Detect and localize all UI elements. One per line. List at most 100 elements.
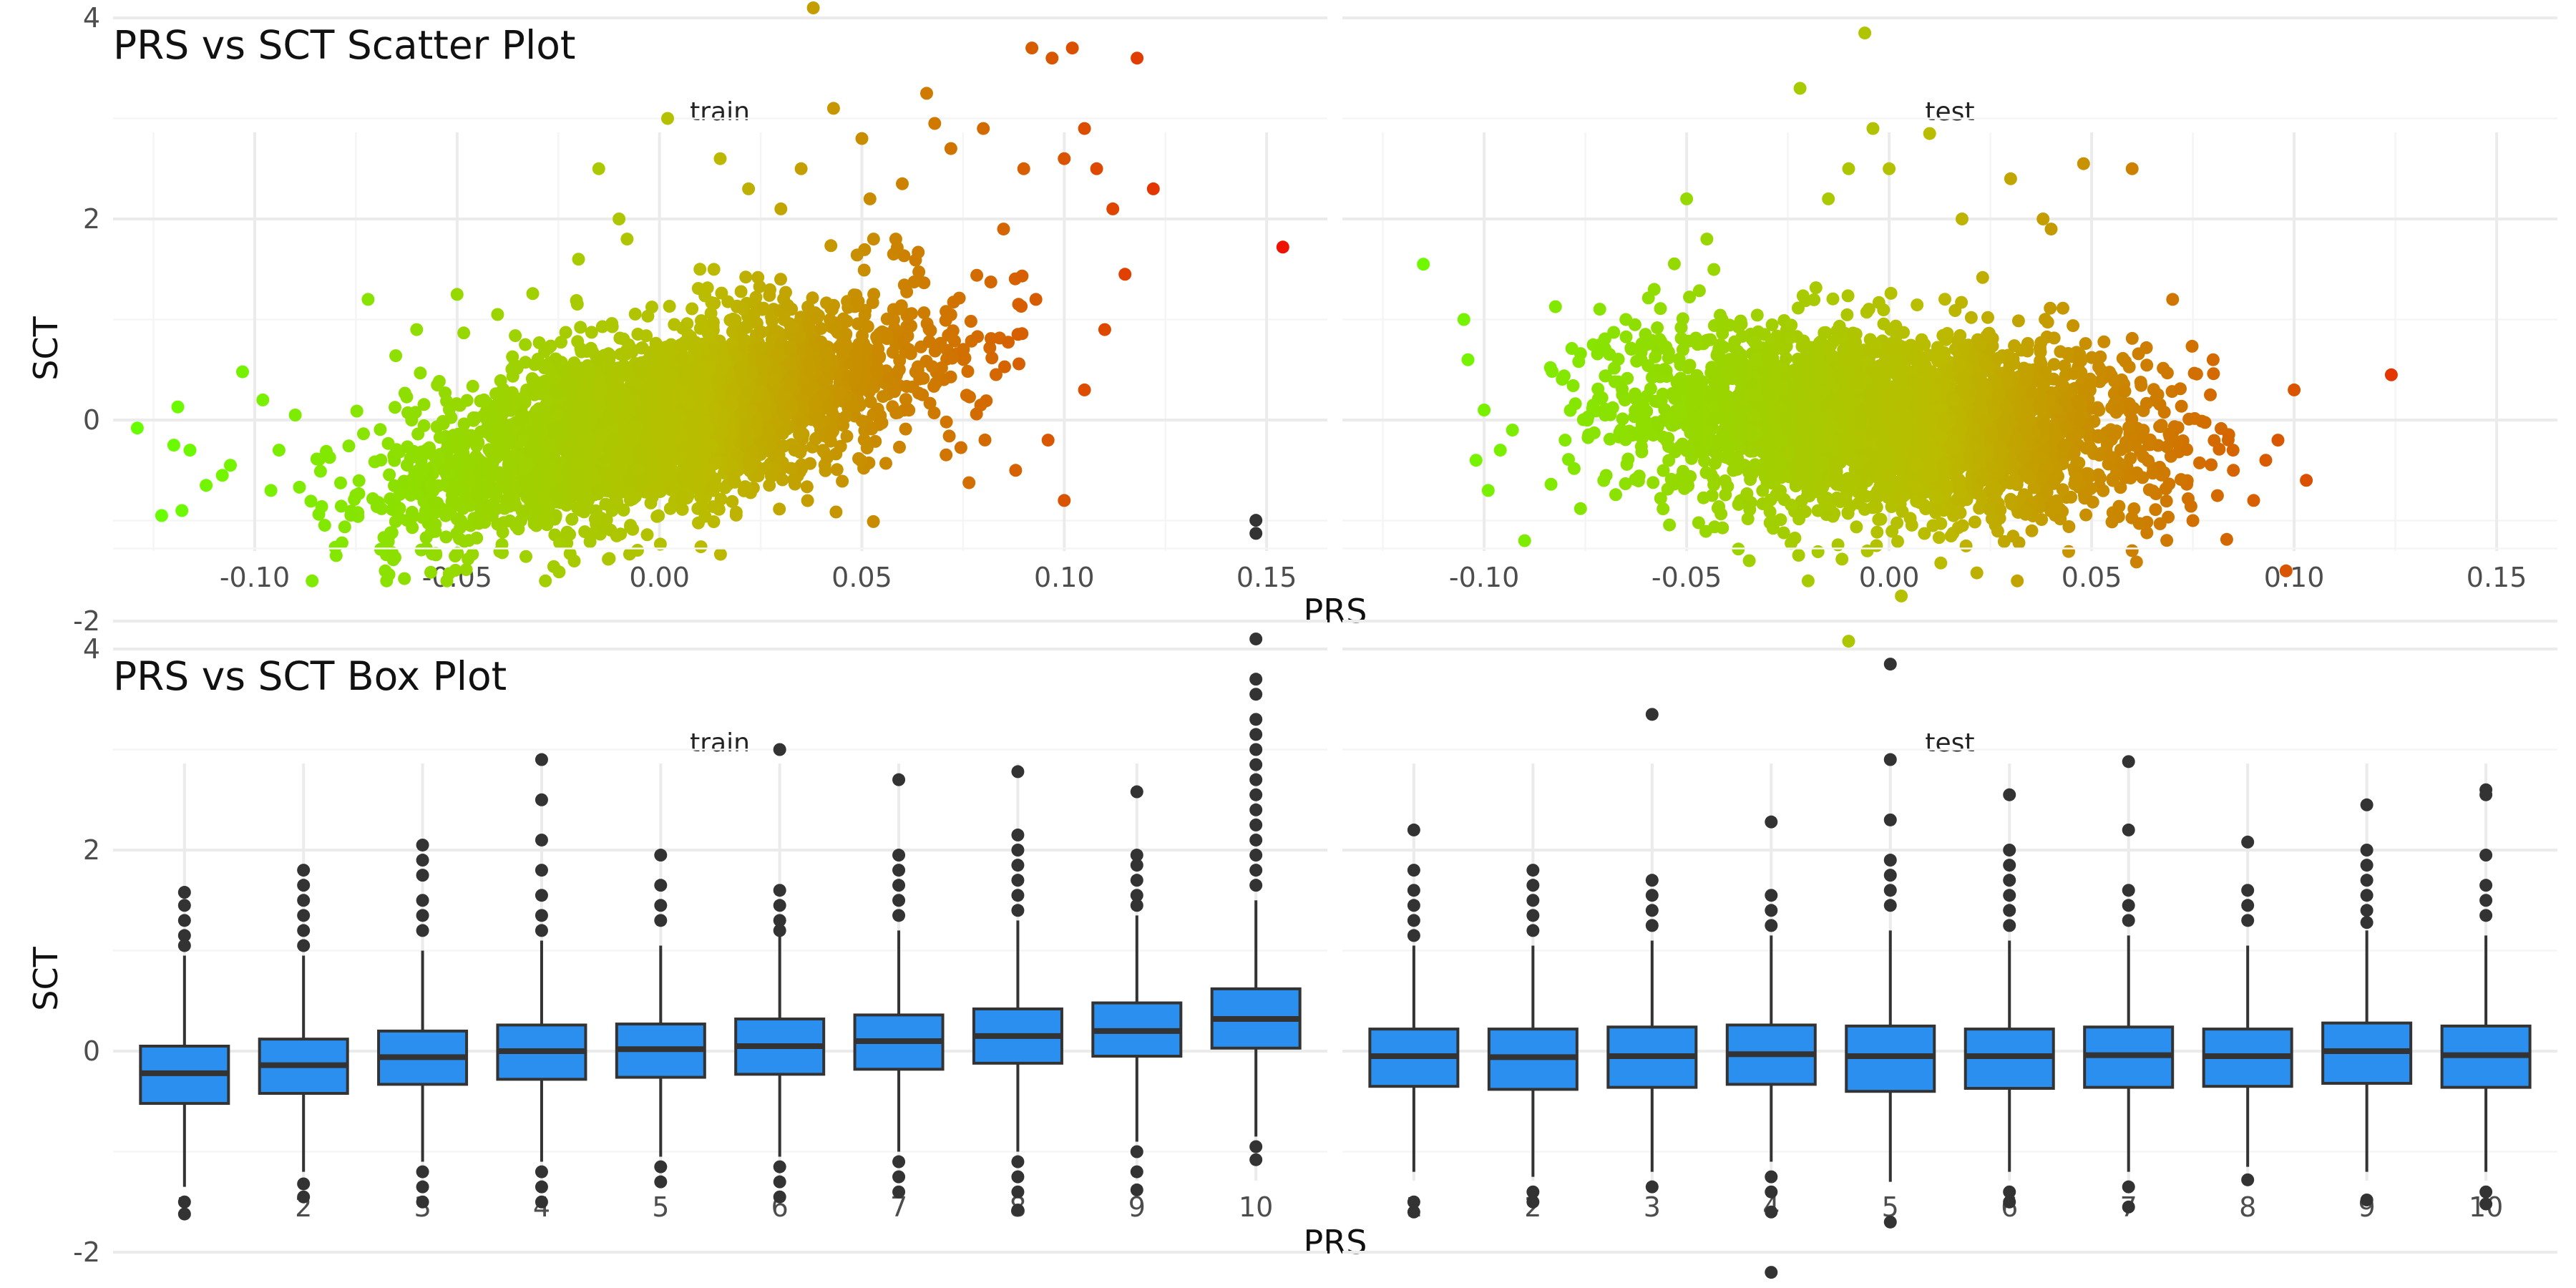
scatter-point: [631, 463, 645, 476]
scatter-point: [923, 396, 937, 410]
scatter-point: [663, 411, 677, 424]
scatter-point: [855, 414, 869, 428]
scatter-point: [598, 466, 612, 479]
scatter-point: [585, 326, 598, 339]
scatter-point: [801, 494, 814, 507]
scatter-point: [527, 436, 540, 449]
scatter-point: [497, 400, 510, 414]
scatter-point: [904, 347, 917, 361]
scatter-point: [796, 415, 810, 428]
scatter-point: [776, 426, 789, 440]
scatter-point: [590, 483, 604, 497]
scatter-point: [1041, 434, 1055, 447]
y-tick-label: 2: [83, 203, 100, 235]
x-tick-label: -0.10: [220, 562, 290, 593]
scatter-point: [381, 436, 395, 450]
scatter-point: [718, 481, 732, 494]
scatter-point: [524, 497, 537, 510]
scatter-point: [889, 233, 902, 246]
scatter-point: [829, 323, 842, 336]
scatter-point: [544, 339, 557, 353]
scatter-point: [538, 487, 552, 500]
scatter-point: [1543, 361, 1557, 374]
scatter-point: [638, 441, 652, 455]
scatter-point: [1098, 323, 1111, 336]
scatter-point: [574, 406, 587, 420]
scatter-point: [753, 280, 766, 293]
scatter-point: [561, 479, 575, 493]
scatter-point: [472, 467, 485, 480]
scatter-point: [766, 374, 779, 387]
scatter-point: [845, 400, 858, 414]
scatter-point: [742, 182, 756, 195]
scatter-point: [713, 152, 727, 165]
scatter-point: [927, 379, 941, 393]
box-title: PRS vs SCT Box Plot: [113, 653, 507, 699]
scatter-point: [942, 429, 956, 443]
scatter-point: [1651, 321, 1664, 335]
scatter-point: [718, 407, 731, 421]
scatter-point: [602, 478, 615, 492]
scatter-point: [550, 489, 562, 502]
scatter-point: [436, 417, 450, 431]
scatter-point: [315, 500, 328, 513]
scatter-point: [1574, 502, 1587, 515]
scatter-point: [1607, 326, 1621, 339]
scatter-point: [738, 480, 752, 494]
scatter-point: [602, 552, 615, 566]
scatter-point: [774, 202, 788, 215]
scatter-point: [836, 474, 849, 488]
scatter-point: [1065, 42, 1079, 55]
scatter-point: [496, 525, 509, 539]
scatter-point: [2140, 358, 2154, 372]
scatter-point: [818, 374, 831, 388]
scatter-point: [640, 528, 654, 542]
scatter-point: [401, 440, 414, 454]
scatter-point: [708, 339, 721, 353]
scatter-point: [272, 444, 286, 457]
scatter-point: [306, 574, 319, 587]
scatter-point: [913, 372, 927, 386]
scatter-point: [588, 512, 602, 526]
scatter-point: [755, 326, 769, 338]
scatter-point: [786, 321, 800, 334]
scatter-point: [819, 358, 833, 372]
scatter-point: [1932, 531, 1946, 545]
scatter-point: [183, 444, 197, 457]
scatter-point: [472, 517, 485, 530]
scatter-point: [647, 462, 660, 476]
scatter-point: [857, 263, 871, 277]
scatter-point: [1013, 357, 1025, 371]
scatter-strip-train: train: [690, 97, 750, 127]
scatter-point: [509, 519, 523, 533]
scatter-point: [424, 565, 437, 579]
scatter-point: [756, 353, 769, 366]
scatter-point: [200, 479, 213, 492]
scatter-point: [708, 475, 721, 489]
scatter-point: [851, 317, 864, 331]
scatter-point: [293, 480, 306, 494]
scatter-point: [940, 448, 953, 462]
scatter-point: [971, 330, 985, 343]
scatter-point: [419, 444, 432, 458]
scatter-point: [462, 552, 475, 566]
scatter-point: [514, 415, 527, 428]
scatter-point: [774, 273, 787, 286]
scatter-point: [962, 476, 976, 489]
scatter-point: [1657, 502, 1670, 516]
scatter-point: [477, 393, 491, 406]
scatter-point: [1058, 494, 1071, 507]
scatter-point: [1891, 535, 1904, 548]
scatter-point: [1015, 269, 1029, 283]
scatter-point: [1970, 566, 1984, 580]
scatter-point: [585, 466, 598, 479]
scatter-point: [650, 420, 663, 433]
scatter-point: [867, 288, 881, 301]
scatter-point: [470, 531, 484, 545]
scatter-point: [560, 377, 574, 391]
scatter-point: [613, 213, 626, 225]
scatter-point: [839, 410, 852, 424]
scatter-point: [603, 437, 617, 451]
scatter-point: [839, 327, 853, 341]
